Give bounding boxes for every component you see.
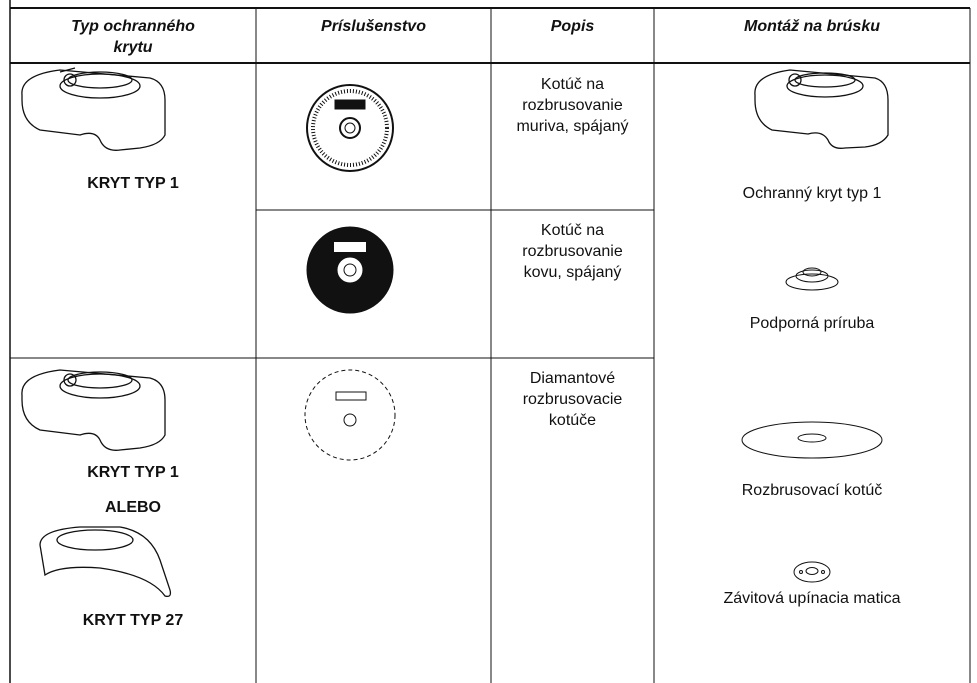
header-cell: Typ ochranného krytu	[71, 18, 195, 56]
header-cell: Montáž na brúsku	[743, 18, 880, 35]
guard-illustration	[754, 69, 889, 149]
diamond-disc	[304, 369, 396, 461]
guard-label: KRYT TYP 1	[87, 175, 179, 192]
mounting-label: Závitová upínacia matica	[723, 590, 901, 607]
metal-disc	[306, 226, 394, 314]
mounting-label: Ochranný kryt typ 1	[742, 185, 882, 202]
mounting-label: Podporná príruba	[749, 315, 875, 332]
guard-label: ALEBO	[105, 499, 161, 516]
description: Kotúč na rozbrusovanie kovu, spájaný	[522, 222, 623, 281]
flange-illustration	[785, 267, 839, 291]
guard-illustration	[21, 369, 166, 451]
guard-label: KRYT TYP 1	[87, 464, 179, 481]
cutting-disc-illustration	[741, 421, 883, 459]
description: Diamantové rozbrusovacie kotúče	[522, 370, 623, 429]
masonry-disc	[306, 84, 394, 172]
guard-illustration	[21, 67, 166, 151]
header-cell: Príslušenstvo	[321, 18, 426, 35]
guard-label: KRYT TYP 27	[82, 612, 184, 629]
mounting-label: Rozbrusovací kotúč	[741, 482, 883, 499]
nut-illustration	[793, 561, 831, 583]
description: Kotúč na rozbrusovanie muriva, spájaný	[516, 76, 629, 135]
guard-27-illustration	[39, 526, 172, 598]
header-cell: Popis	[550, 18, 595, 35]
